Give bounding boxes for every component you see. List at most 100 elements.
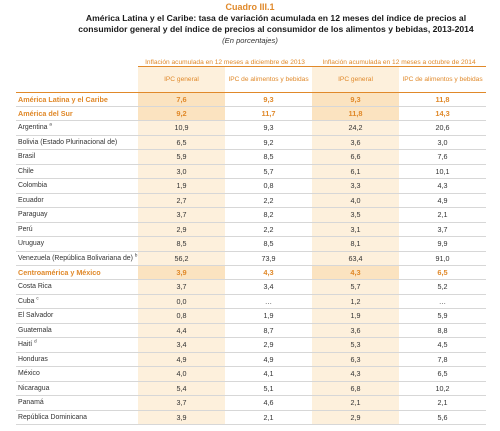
row-label: Bolivia (Estado Plurinacional de) <box>16 135 138 150</box>
row-label-text: Costa Rica <box>18 283 52 291</box>
row-label: Argentina a <box>16 120 138 136</box>
table-cell: 11,8 <box>399 93 487 107</box>
table-cell: 14,3 <box>399 106 487 121</box>
table-cell: 3,0 <box>399 135 487 150</box>
table-cell: 63,4 <box>312 251 400 266</box>
table-cell: 5,9 <box>138 149 225 165</box>
row-label: México <box>16 366 138 382</box>
row-label: Guatemala <box>16 323 138 338</box>
footnote-marker: a <box>49 121 52 127</box>
table-cell: 0,0 <box>138 294 225 309</box>
table-row: Venezuela (República Bolivariana de) b 56… <box>16 251 487 266</box>
row-label-text: América Latina y el Caribe <box>18 95 108 104</box>
row-label: América del Sur <box>16 106 138 121</box>
table-cell: 8,1 <box>312 236 400 252</box>
row-label: Brasil <box>16 149 138 165</box>
table-cell: 5,7 <box>225 164 313 179</box>
aggregate-row: Centroamérica y México 3,9 4,3 4,3 6,5 <box>16 265 487 280</box>
table-row: Panamá 3,7 4,6 2,1 2,1 <box>16 395 487 411</box>
table-cell: 3,0 <box>138 164 225 179</box>
row-label-text: Venezuela (República Bolivariana de) <box>18 254 133 262</box>
table-cell: 3,3 <box>312 178 400 194</box>
group-header-2014: Inflación acumulada en 12 meses a octubr… <box>312 56 487 67</box>
table-cell: 10,2 <box>399 381 487 396</box>
table-cell: 4,9 <box>138 352 225 367</box>
table-cell: 5,6 <box>399 410 487 425</box>
row-label: Chile <box>16 164 138 179</box>
table-row: Brasil 5,9 8,5 6,6 7,6 <box>16 149 487 165</box>
table-row: República Dominicana 3,9 2,1 2,9 5,6 <box>16 410 487 425</box>
table-cell: 6,5 <box>138 135 225 150</box>
col-header-ipc-alimentos-2013: IPC de alimentos y bebidas <box>228 75 309 83</box>
table-cell: 0,8 <box>138 308 225 324</box>
table-cell: 9,3 <box>225 93 313 107</box>
table-header: Inflación acumulada en 12 meses a diciem… <box>16 56 487 93</box>
table-cell: 6,1 <box>312 164 400 179</box>
group-header-2013: Inflación acumulada en 12 meses a diciem… <box>138 56 313 67</box>
table-cell: 1,9 <box>225 308 313 324</box>
table-cell: 10,1 <box>399 164 487 179</box>
row-label-text: Uruguay <box>18 240 45 248</box>
table-cell: 9,3 <box>225 120 313 136</box>
row-label: Uruguay <box>16 236 138 252</box>
table-cell: 7,6 <box>138 93 225 107</box>
row-label-text: Brasil <box>18 153 36 161</box>
table-cell: 3,7 <box>138 207 225 223</box>
table-row: Nicaragua 5,4 5,1 6,8 10,2 <box>16 381 487 396</box>
table-cell: 1,2 <box>312 294 400 309</box>
table-cell: 8,5 <box>225 236 313 252</box>
row-label: América Latina y el Caribe <box>16 93 138 107</box>
table-cell: … <box>399 294 487 309</box>
row-label-text: Perú <box>18 225 33 233</box>
row-label: Venezuela (República Bolivariana de) b <box>16 251 138 266</box>
table-row: Paraguay 3,7 8,2 3,5 2,1 <box>16 207 487 223</box>
row-label-text: Bolivia (Estado Plurinacional de) <box>18 138 118 146</box>
row-label: Haití d <box>16 337 138 353</box>
table-cell: 5,3 <box>312 337 400 353</box>
table-cell: 11,8 <box>312 106 400 121</box>
table-cell: 8,5 <box>225 149 313 165</box>
table-cell: 91,0 <box>399 251 487 266</box>
row-label-text: Colombia <box>18 182 48 190</box>
footnote-marker: b <box>134 252 138 258</box>
row-label: Costa Rica <box>16 279 138 295</box>
row-label-text: Guatemala <box>18 326 52 334</box>
row-label-text: Honduras <box>18 355 48 363</box>
table-cell: 7,8 <box>399 352 487 367</box>
table-cell: 5,4 <box>138 381 225 396</box>
col-header-ipc-general-2013: IPC general <box>138 66 225 93</box>
table-cell: 56,2 <box>138 251 225 266</box>
table-row: Guatemala 4,4 8,7 3,6 8,8 <box>16 323 487 338</box>
table-cell: 8,2 <box>225 207 313 223</box>
table-cell: 2,9 <box>312 410 400 425</box>
aggregate-row: América del Sur 9,2 11,7 11,8 14,3 <box>16 106 487 121</box>
table-cell: 4,3 <box>399 178 487 194</box>
aggregate-row: América Latina y el Caribe 7,6 9,3 9,3 11,8 <box>16 93 487 107</box>
table-row: Bolivia (Estado Plurinacional de) 6,5 9,2 3… <box>16 135 487 150</box>
table-row: Costa Rica 3,7 3,4 5,7 5,2 <box>16 279 487 295</box>
row-label: Centroamérica y México <box>16 265 138 280</box>
table-cell: 2,1 <box>312 395 400 411</box>
table-cell: 7,6 <box>399 149 487 165</box>
table-cell: 3,7 <box>138 395 225 411</box>
table-row: Honduras 4,9 4,9 6,3 7,8 <box>16 352 487 367</box>
row-label-text: Cuba <box>18 297 35 305</box>
footnote-marker: d <box>34 338 37 344</box>
row-label-text: Panamá <box>18 399 44 407</box>
row-label: Honduras <box>16 352 138 367</box>
inflation-table: Inflación acumulada en 12 meses a diciem… <box>16 56 487 425</box>
table-cell: 10,9 <box>138 120 225 136</box>
table-cell: 9,2 <box>225 135 313 150</box>
table-cell: 4,3 <box>225 265 313 280</box>
row-label: República Dominicana <box>16 410 138 425</box>
table-cell: 20,6 <box>399 120 487 136</box>
table-cell: 8,8 <box>399 323 487 338</box>
row-label: Paraguay <box>16 207 138 223</box>
table-cell: 4,9 <box>399 193 487 208</box>
row-label: Panamá <box>16 395 138 411</box>
table-cell: 5,2 <box>399 279 487 295</box>
table-row: El Salvador 0,8 1,9 1,9 5,9 <box>16 308 487 324</box>
row-label-text: América del Sur <box>18 109 73 118</box>
row-label-text: República Dominicana <box>18 413 87 421</box>
